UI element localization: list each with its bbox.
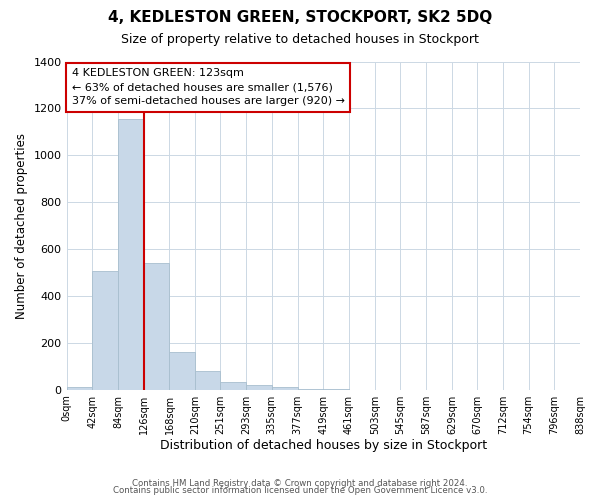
Bar: [144, 263, 169, 390]
Bar: [118, 119, 144, 390]
Y-axis label: Number of detached properties: Number of detached properties: [15, 132, 28, 318]
Bar: [169, 352, 195, 390]
Text: 4 KEDLESTON GREEN: 123sqm
← 63% of detached houses are smaller (1,576)
37% of se: 4 KEDLESTON GREEN: 123sqm ← 63% of detac…: [71, 68, 344, 106]
Bar: [298, 388, 323, 390]
X-axis label: Distribution of detached houses by size in Stockport: Distribution of detached houses by size …: [160, 440, 487, 452]
Bar: [92, 272, 118, 390]
Bar: [246, 385, 272, 390]
Bar: [272, 388, 298, 390]
Text: 4, KEDLESTON GREEN, STOCKPORT, SK2 5DQ: 4, KEDLESTON GREEN, STOCKPORT, SK2 5DQ: [108, 10, 492, 25]
Text: Contains public sector information licensed under the Open Government Licence v3: Contains public sector information licen…: [113, 486, 487, 495]
Bar: [195, 371, 220, 390]
Bar: [67, 388, 92, 390]
Text: Contains HM Land Registry data © Crown copyright and database right 2024.: Contains HM Land Registry data © Crown c…: [132, 478, 468, 488]
Text: Size of property relative to detached houses in Stockport: Size of property relative to detached ho…: [121, 32, 479, 46]
Bar: [220, 382, 246, 390]
